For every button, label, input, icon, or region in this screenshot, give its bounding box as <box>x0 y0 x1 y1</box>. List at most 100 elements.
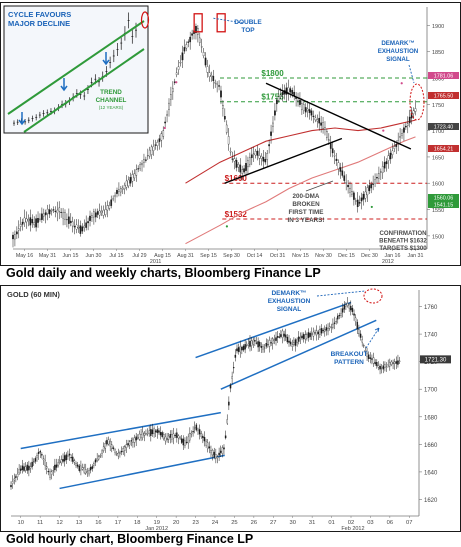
channel-line <box>195 301 352 359</box>
price-candle <box>104 209 107 215</box>
price-candle <box>272 122 274 127</box>
price-candle <box>131 174 134 182</box>
price-candle <box>48 209 51 215</box>
x-tick-label: Dec 15 <box>338 253 355 259</box>
price-candle <box>222 105 224 109</box>
price-candle <box>112 198 114 200</box>
price-candle <box>304 334 307 340</box>
price-candle <box>150 146 153 155</box>
price-candle <box>324 127 326 130</box>
price-candle <box>231 158 234 160</box>
price-candle <box>67 216 70 224</box>
price-candle <box>19 224 22 227</box>
price-candle <box>333 155 336 157</box>
price-candle <box>299 100 301 105</box>
price-candle <box>33 222 36 226</box>
price-candle <box>162 130 165 137</box>
price-candle <box>182 438 185 446</box>
price-candle <box>39 218 41 220</box>
price-candle <box>120 450 123 453</box>
x-tick-label: Jan 31 <box>408 253 424 259</box>
price-candle <box>56 209 59 214</box>
demark-circle <box>409 83 425 121</box>
y-tick-label: 1700 <box>432 129 444 135</box>
price-candle <box>202 435 204 438</box>
x-tick-label: 06 <box>387 520 393 526</box>
price-candle <box>198 37 201 43</box>
price-candle <box>218 85 220 87</box>
price-candle <box>243 168 245 173</box>
price-candle <box>267 343 269 346</box>
x-tick-label: 16 <box>95 520 101 526</box>
price-candle <box>198 429 201 435</box>
price-candle <box>358 329 360 334</box>
x-tick-label: Aug 15 <box>154 253 171 259</box>
y-tick-label: 1750 <box>432 103 444 109</box>
price-candle <box>89 215 91 221</box>
price-candle <box>254 340 256 342</box>
price-candle <box>50 471 53 475</box>
price-candle <box>228 401 230 406</box>
price-candle <box>320 122 322 126</box>
price-tag-box <box>428 145 459 152</box>
x-tick-label: 18 <box>134 520 140 526</box>
price-candle <box>360 197 363 202</box>
price-candle <box>287 87 290 93</box>
price-candle <box>59 460 61 463</box>
price-candle <box>20 468 22 471</box>
price-candle <box>299 337 302 339</box>
price-candle <box>384 364 386 368</box>
price-candle <box>206 442 209 450</box>
price-candle <box>381 166 384 173</box>
price-candle <box>368 185 371 192</box>
inset-title-line-1: CYCLE FAVOURS <box>8 10 71 19</box>
price-candle <box>354 317 357 322</box>
price-candle <box>93 211 95 218</box>
price-candle <box>29 466 32 469</box>
price-candle <box>376 177 378 179</box>
price-candle <box>330 326 333 328</box>
price-candle <box>52 470 55 472</box>
price-candle <box>312 115 315 118</box>
price-candle <box>339 167 342 172</box>
price-candle <box>397 360 399 365</box>
price-candle <box>141 163 143 166</box>
price-tag-box <box>428 194 459 201</box>
price-candle <box>125 180 128 188</box>
price-candle <box>414 108 417 112</box>
price-series <box>12 22 417 248</box>
price-candle <box>143 432 146 436</box>
price-candle <box>141 431 144 438</box>
price-candle <box>317 331 320 335</box>
price-candle <box>203 437 206 442</box>
x-tick-label: 03 <box>367 520 373 526</box>
price-candle <box>58 207 61 212</box>
demark-label-line-2: EXHAUSTION <box>378 48 419 55</box>
price-candle <box>231 376 233 379</box>
breakout-label-line-2: PATTERN <box>334 359 364 366</box>
price-candle <box>163 434 165 440</box>
price-candle <box>153 428 155 434</box>
price-candle <box>72 456 74 462</box>
price-candle <box>122 448 124 452</box>
demark-label-line-1: DEMARK™ <box>381 40 414 47</box>
price-candle <box>42 213 45 217</box>
price-candle <box>54 464 56 471</box>
price-candle <box>259 342 261 347</box>
price-candle <box>12 234 14 240</box>
price-tag-box <box>428 123 459 130</box>
price-candle <box>115 453 118 455</box>
bottom-chart-caption: Gold hourly chart, Bloomberg Finance LP <box>6 532 254 546</box>
price-candle <box>405 125 407 128</box>
price-candle <box>91 215 93 218</box>
x-tick-label: May 16 <box>16 253 33 259</box>
price-candle <box>55 464 58 468</box>
x-month-label: Feb 2012 <box>341 526 364 531</box>
price-candle <box>371 358 373 360</box>
price-candle <box>349 188 351 193</box>
x-tick-label: 27 <box>270 520 276 526</box>
price-candle <box>135 169 138 176</box>
price-candle <box>78 465 81 471</box>
x-tick-label: May 31 <box>39 253 56 259</box>
price-candle <box>312 331 315 337</box>
